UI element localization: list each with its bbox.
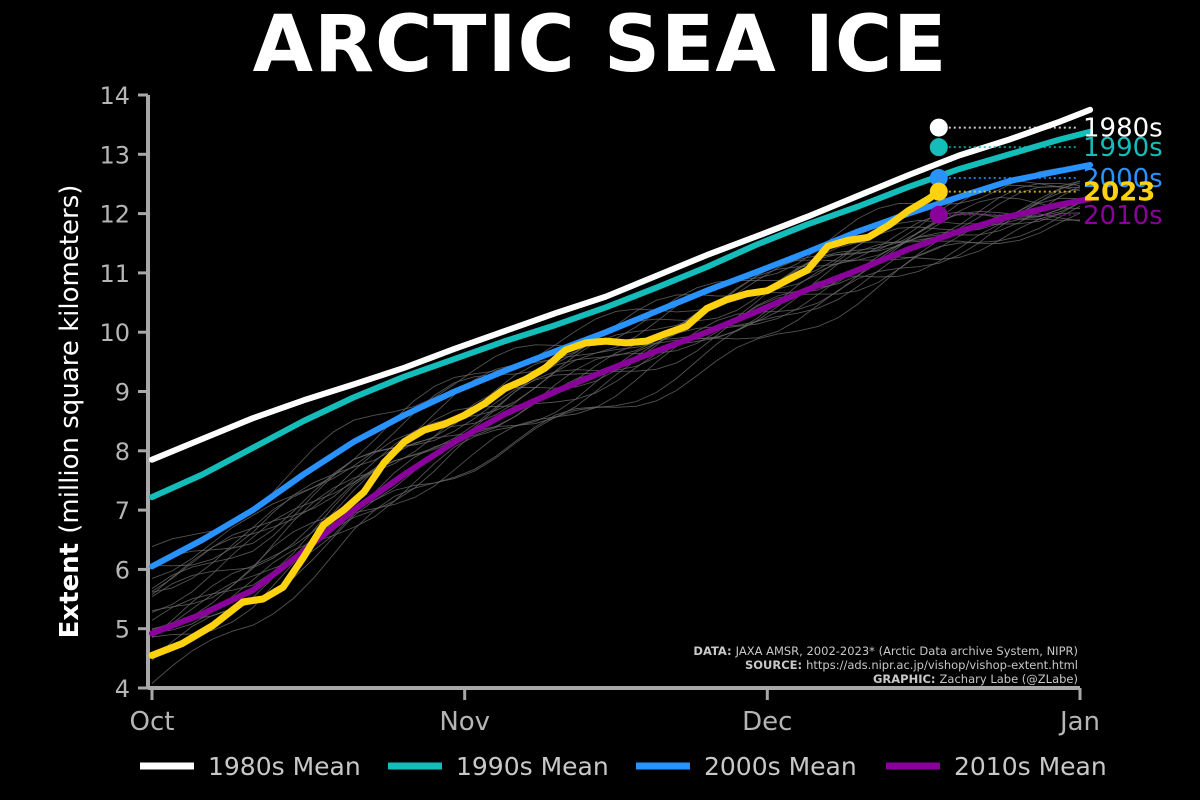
credit-line: SOURCE: https://ads.nipr.ac.jp/vishop/vi… xyxy=(745,658,1078,672)
year-line xyxy=(151,198,1081,596)
y-tick-label: 11 xyxy=(99,260,130,288)
end-label-2000s: 2000s xyxy=(1083,164,1163,194)
year-line xyxy=(151,167,1081,548)
credit-key: SOURCE: xyxy=(745,658,806,672)
year-line xyxy=(151,186,1081,612)
credit-line: DATA: JAXA AMSR, 2002-2023* (Arctic Data… xyxy=(693,644,1078,658)
y-tick-label: 12 xyxy=(99,201,130,229)
credit-text: JAXA AMSR, 2002-2023* (Arctic Data archi… xyxy=(735,644,1078,658)
y-axis-label-units: (million square kilometers) xyxy=(55,185,85,534)
credit-text: https://ads.nipr.ac.jp/vishop/vishop-ext… xyxy=(806,658,1078,672)
end-marker-1980s xyxy=(929,118,948,137)
y-axis-label-bold: Extent xyxy=(55,534,85,639)
chart-title: ARCTIC SEA ICE xyxy=(252,0,948,90)
year-line xyxy=(151,205,1081,684)
y-tick-label: 13 xyxy=(99,141,130,169)
end-label-1980s: 1980s xyxy=(1083,114,1163,144)
end-label-1990s: 1990s xyxy=(1083,133,1163,163)
legend-label: 2010s Mean xyxy=(954,752,1107,781)
year-line xyxy=(151,212,1081,661)
x-tick-label: Nov xyxy=(439,707,490,737)
end-marker-2023 xyxy=(929,182,948,201)
end-marker-2010s xyxy=(929,205,948,224)
end-marker-2000s xyxy=(929,169,948,188)
end-label-2010s: 2010s xyxy=(1083,201,1163,231)
series-line-2000s xyxy=(149,162,1094,570)
year-line xyxy=(151,188,1081,589)
end-label-2023: 2023 xyxy=(1083,178,1155,208)
y-tick-label: 14 xyxy=(99,82,130,110)
year-line xyxy=(151,180,1081,579)
legend-label: 2000s Mean xyxy=(704,752,857,781)
credit-key: DATA: xyxy=(693,644,735,658)
y-tick-label: 6 xyxy=(115,556,130,584)
x-tick-label: Dec xyxy=(742,707,792,737)
y-tick-label: 8 xyxy=(115,438,130,466)
x-tick-label: Oct xyxy=(130,707,175,737)
y-axis-label: Extent (million square kilometers) xyxy=(55,185,85,639)
y-tick-label: 4 xyxy=(115,675,130,703)
credit-line: GRAPHIC: Zachary Labe (@ZLabe) xyxy=(873,672,1078,686)
year-line xyxy=(151,211,1081,630)
credit-text: Zachary Labe (@ZLabe) xyxy=(940,672,1078,686)
year-line xyxy=(151,196,1081,613)
credit-key: GRAPHIC: xyxy=(873,672,940,686)
y-tick-label: 5 xyxy=(115,616,130,644)
year-line xyxy=(151,180,1081,593)
year-line xyxy=(151,185,1081,598)
y-tick-label: 7 xyxy=(115,497,130,525)
series-line-1990s xyxy=(149,128,1094,501)
year-line xyxy=(151,212,1081,631)
y-tick-label: 10 xyxy=(99,319,130,347)
legend-label: 1980s Mean xyxy=(208,752,361,781)
series-line-1980s xyxy=(149,106,1094,463)
year-line xyxy=(151,200,1081,638)
year-line xyxy=(151,202,1081,592)
y-tick-label: 9 xyxy=(115,379,130,407)
x-tick-label: Jan xyxy=(1058,707,1100,737)
series-line-2023 xyxy=(148,188,943,659)
legend-label: 1990s Mean xyxy=(456,752,609,781)
end-marker-1990s xyxy=(929,138,948,157)
